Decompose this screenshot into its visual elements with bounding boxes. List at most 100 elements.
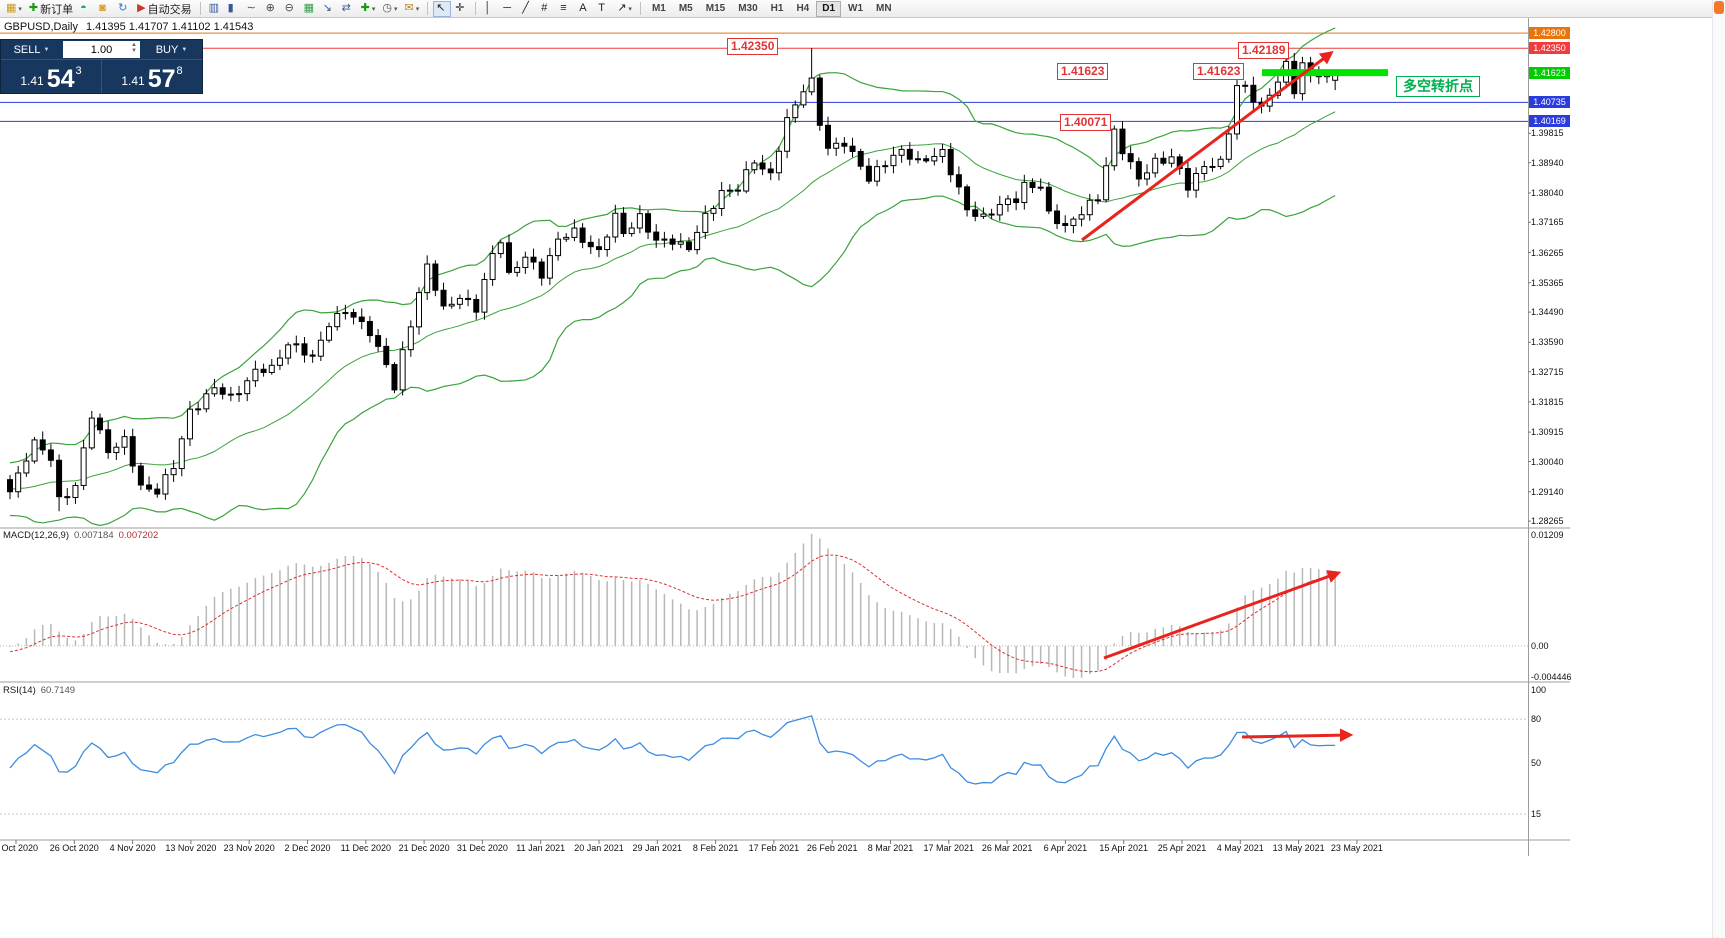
timeframe-m1-button[interactable]: M1	[646, 1, 672, 17]
fibonacci-tool-icon: ≡	[560, 2, 567, 14]
volume-spinner[interactable]: ▲ ▼	[131, 42, 137, 54]
sell-price[interactable]: 1.41 54 3	[1, 60, 102, 93]
text-tool-icon: A	[579, 2, 587, 14]
caret-down-icon: ▾	[415, 5, 420, 13]
vertical-line-tool-icon: │	[484, 2, 492, 14]
indicators-icon: ✚	[360, 2, 370, 14]
spinner-up-icon[interactable]: ▲	[131, 42, 137, 48]
price-callout[interactable]: 1.41623	[1057, 63, 1109, 80]
caret-down-icon: ▾	[18, 5, 22, 13]
chart-canvas[interactable]	[0, 18, 1570, 856]
templates-button[interactable]: ✉ ▾	[401, 1, 422, 17]
zoom-in-button[interactable]: ⊕	[263, 1, 281, 17]
buy-button-label: BUY	[155, 43, 179, 56]
vertical-line-tool-button[interactable]: │	[481, 1, 499, 17]
price-callout[interactable]: 1.41623	[1193, 63, 1245, 80]
new-chart-button[interactable]: ▦ ▾	[3, 1, 25, 17]
candlestick-mode-button[interactable]: ▮	[225, 1, 243, 17]
caret-down-icon: ▼	[181, 46, 188, 53]
macd-indicator-label: MACD(12,26,9) 0.007184 0.007202	[3, 530, 158, 541]
buy-button[interactable]: BUY ▼	[141, 40, 202, 59]
timeframe-mn-button[interactable]: MN	[870, 1, 898, 17]
auto-trading-button[interactable]: ▶ 自动交易	[134, 1, 194, 17]
refresh-icon: ↻	[118, 2, 128, 14]
timeframe-m15-button[interactable]: M15	[700, 1, 731, 17]
bar-chart-mode-button[interactable]: ▥	[206, 1, 224, 17]
line-chart-mode-icon: ∼	[246, 2, 256, 14]
caret-down-icon: ▾	[371, 5, 376, 13]
zoom-out-icon: ⊖	[284, 2, 294, 14]
periods-button[interactable]: ◷ ▾	[379, 1, 400, 17]
market-watch-icon: ◓	[80, 2, 87, 14]
spinner-down-icon[interactable]: ▼	[131, 48, 137, 54]
macd-main-value: 0.007184	[74, 530, 114, 541]
horizontal-line-tool-button[interactable]: ─	[500, 1, 518, 17]
sell-button[interactable]: SELL ▼	[1, 40, 62, 59]
fibonacci-tool-button[interactable]: ≡	[557, 1, 575, 17]
chart-shift-button[interactable]: ⇄	[339, 1, 357, 17]
crosshair-button[interactable]: ✛	[452, 1, 470, 17]
new-order-button[interactable]: ✚ 新订单	[26, 1, 76, 17]
rsi-name: RSI(14)	[3, 685, 36, 696]
timeframe-w1-button[interactable]: W1	[842, 1, 869, 17]
line-chart-mode-button[interactable]: ∼	[244, 1, 262, 17]
timeframe-d1-button[interactable]: D1	[816, 0, 842, 17]
caret-down-icon: ▾	[628, 5, 632, 13]
zoom-in-icon: ⊕	[265, 2, 275, 14]
horizontal-line-tool-icon: ─	[503, 2, 511, 14]
rsi-value: 60.7149	[40, 685, 76, 696]
volume-input[interactable]: 1.00 ▲ ▼	[63, 41, 140, 58]
arrows-tool-button[interactable]: ↗ ▾	[614, 1, 635, 17]
trendline-tool-button[interactable]: ╱	[519, 1, 537, 17]
channel-tool-icon: #	[541, 2, 548, 14]
cursor-icon: ↖	[436, 2, 446, 14]
new-chart-icon: ▦	[6, 2, 17, 14]
toolbar: ▦ ▾ ✚ 新订单 ◓ ◙ ↻ ▶ 自动交易 ▥ ▮ ∼ ⊕ ⊖ ▦ ↘ ⇄ ✚ ▾ ◷ ▾ ✉ ▾ ↖ ✛ │ ─ ╱ # ≡ A T ↗ ▾ M…	[0, 0, 1725, 18]
tile-windows-icon: ▦	[303, 2, 315, 14]
refresh-button[interactable]: ↻	[115, 1, 133, 17]
chat-button[interactable]: ◙	[96, 1, 114, 17]
price-trend-arrow[interactable]	[1081, 50, 1334, 242]
cursor-button[interactable]: ↖	[433, 0, 452, 17]
market-watch-button[interactable]: ◓	[77, 1, 95, 17]
price-callout[interactable]: 1.42350	[727, 38, 779, 55]
rsi-trend-arrow[interactable]	[1241, 728, 1354, 742]
indicators-button[interactable]: ✚ ▾	[358, 1, 379, 17]
macd-signal-value: 0.007202	[118, 530, 159, 541]
buy-price[interactable]: 1.41 57 8	[102, 60, 202, 93]
trade-panel-controls: SELL ▼ 1.00 ▲ ▼ BUY ▼	[1, 40, 202, 60]
timeframe-m5-button[interactable]: M5	[673, 1, 699, 17]
crosshair-icon: ✛	[455, 2, 465, 14]
tile-windows-button[interactable]: ▦	[301, 1, 319, 17]
channel-tool-button[interactable]: #	[538, 1, 556, 17]
chart-ohlc-values: 1.41395 1.41707 1.41102 1.41543	[85, 21, 254, 33]
macd-signal-line	[9, 554, 1336, 673]
arrows-tool-icon: ↗	[617, 2, 627, 14]
zoom-out-button[interactable]: ⊖	[282, 1, 300, 17]
macd-trend-arrow[interactable]	[1103, 570, 1342, 660]
price-callout[interactable]: 1.42189	[1238, 42, 1290, 59]
toolbar-separator	[427, 2, 429, 15]
timeframe-m30-button[interactable]: M30	[732, 1, 763, 17]
timeframe-h1-button[interactable]: H1	[765, 1, 790, 17]
chat-icon: ◙	[99, 2, 106, 14]
chart-title: GBPUSD,Daily 1.41395 1.41707 1.41102 1.41…	[4, 21, 253, 33]
text-label-tool-button[interactable]: T	[595, 1, 613, 17]
scrollbar-thumb[interactable]	[1714, 1, 1724, 14]
bar-chart-mode-icon: ▥	[208, 2, 220, 14]
bollinger-lower-band	[9, 194, 1336, 527]
price-callout[interactable]: 1.40071	[1060, 114, 1112, 131]
vertical-scrollbar[interactable]	[1712, 0, 1725, 938]
trade-panel-prices: 1.41 54 3 1.41 57 8	[1, 60, 202, 93]
auto-trading-icon: ▶	[137, 2, 146, 14]
toolbar-separator	[475, 2, 477, 15]
buy-price-big: 57	[147, 64, 176, 93]
sell-price-sup: 3	[75, 65, 82, 77]
timeframe-h4-button[interactable]: H4	[790, 1, 815, 17]
macd-histogram	[9, 534, 1336, 678]
text-tool-button[interactable]: A	[576, 1, 594, 17]
rsi-indicator-label: RSI(14) 60.7149	[3, 685, 75, 696]
turning-point-label[interactable]: 多空转折点	[1396, 76, 1480, 97]
auto-scroll-button[interactable]: ↘	[320, 1, 338, 17]
